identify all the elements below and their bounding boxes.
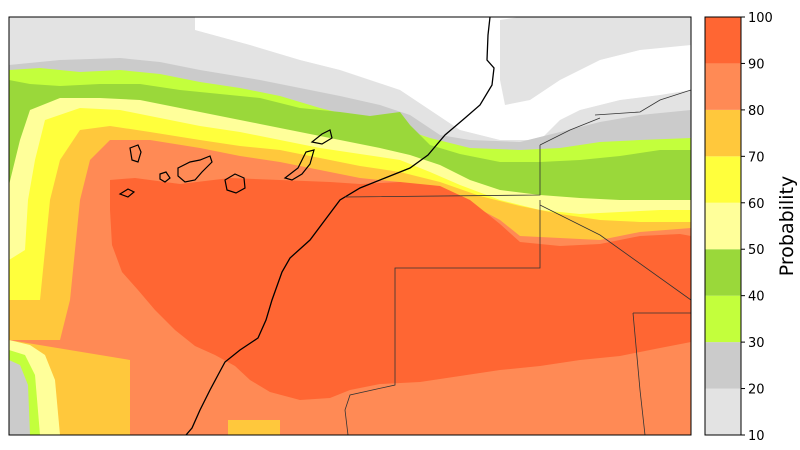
colorbar-band-10-20 (705, 388, 741, 435)
colorbar-tick-label: 70 (748, 150, 765, 165)
island-2 (159, 171, 171, 183)
islands (118, 129, 333, 198)
island-3 (177, 155, 213, 183)
colorbar-tick-label: 50 (748, 243, 765, 258)
colorbar: 10 20 30 40 50 60 70 80 90 100 Probability (704, 11, 798, 444)
border-6 (594, 89, 691, 116)
colorbar-band-30-40 (705, 295, 741, 343)
border-2 (539, 204, 691, 301)
colorbar-band-60-70 (705, 156, 741, 203)
colorbar-tick-label: 80 (748, 104, 765, 119)
island-5 (118, 188, 136, 198)
band-90-100 (110, 178, 691, 400)
colorbar-band-90-100 (705, 17, 741, 64)
patch-70-80-bottom (228, 420, 280, 435)
border-5 (632, 312, 646, 435)
map-frame (8, 16, 692, 436)
border-3 (344, 200, 541, 435)
colorbar-tick-label: 100 (748, 11, 773, 26)
island-6 (283, 149, 315, 181)
colorbar-tick-label: 40 (748, 290, 765, 305)
colorbar-tick-label: 30 (748, 336, 765, 351)
colorbar-frame (704, 16, 742, 436)
colorbar-band-20-30 (705, 342, 741, 389)
colorbar-band-50-60 (705, 202, 741, 250)
colorbar-band-40-50 (705, 249, 741, 296)
colorbar-title: Probability (776, 176, 798, 276)
borders (344, 89, 691, 435)
colorbar-tick-label: 90 (748, 57, 765, 72)
coastline (185, 17, 495, 435)
island-1 (129, 144, 142, 163)
border-7 (539, 117, 601, 146)
colorbar-tick-label: 10 (748, 429, 765, 444)
colorbar-tick-label: 60 (748, 197, 765, 212)
island-4 (224, 173, 246, 194)
border-1 (344, 145, 541, 198)
colorbar-band-70-80 (705, 109, 741, 157)
patch-20-30-left (9, 360, 30, 435)
map-panel (9, 17, 691, 435)
colorbar-tick-label: 20 (748, 383, 765, 398)
island-7 (310, 129, 333, 145)
colorbar-band-80-90 (705, 63, 741, 110)
